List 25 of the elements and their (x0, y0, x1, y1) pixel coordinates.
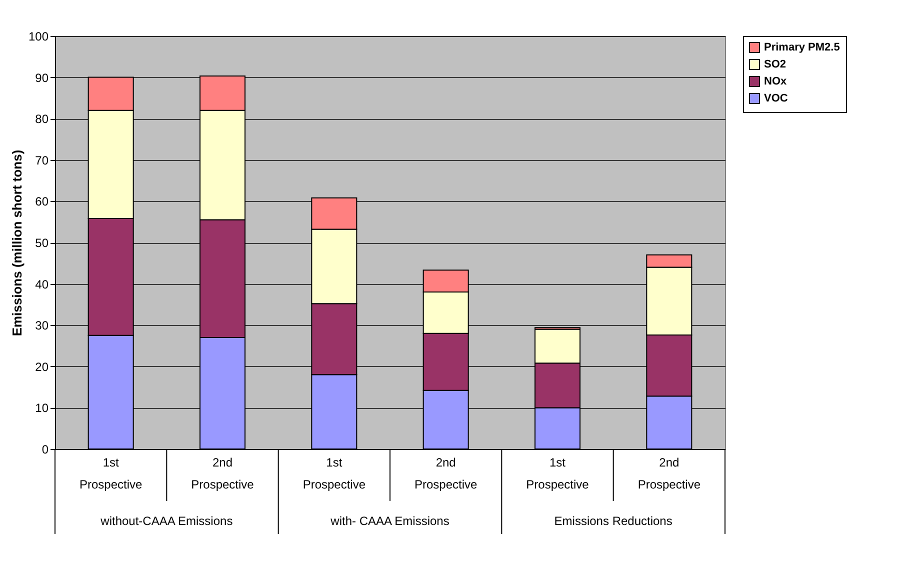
y-tick-label: 40 (35, 277, 49, 292)
y-tick-label: 70 (35, 153, 49, 168)
text: Emissions Reductions (554, 514, 672, 528)
legend-label: SO2 (764, 58, 786, 70)
x-tick-label: 1st Prospective (302, 456, 366, 492)
y-tick-label: 50 (35, 236, 49, 250)
x-tick-label: 2nd Prospective (414, 456, 478, 492)
y-tick-label: 90 (35, 70, 49, 85)
y-tick-label: 20 (35, 360, 49, 374)
y-tick-label: 60 (35, 194, 49, 209)
y-tick-label: 100 (28, 30, 49, 44)
legend-label: Primary PM2.5 (764, 42, 840, 54)
text: without-CAAA Emissions (100, 514, 233, 528)
legend-label: VOC (764, 92, 788, 104)
y-axis-title: Emissions (million short tons) (9, 150, 24, 336)
text: with- CAAA Emissions (330, 514, 450, 528)
y-tick-label: 80 (35, 112, 49, 126)
y-tick-label: 30 (35, 318, 49, 333)
y-tick-label: 0 (42, 442, 49, 456)
x-tick-label: 2nd Prospective (191, 456, 254, 492)
y-tick-label: 10 (35, 401, 49, 416)
x-tick-label: 1st Prospective (526, 456, 590, 492)
legend-label: NOx (764, 76, 788, 88)
x-tick-label: 1st Prospective (79, 456, 143, 492)
x-tick-label: 2nd Prospective (638, 456, 701, 492)
